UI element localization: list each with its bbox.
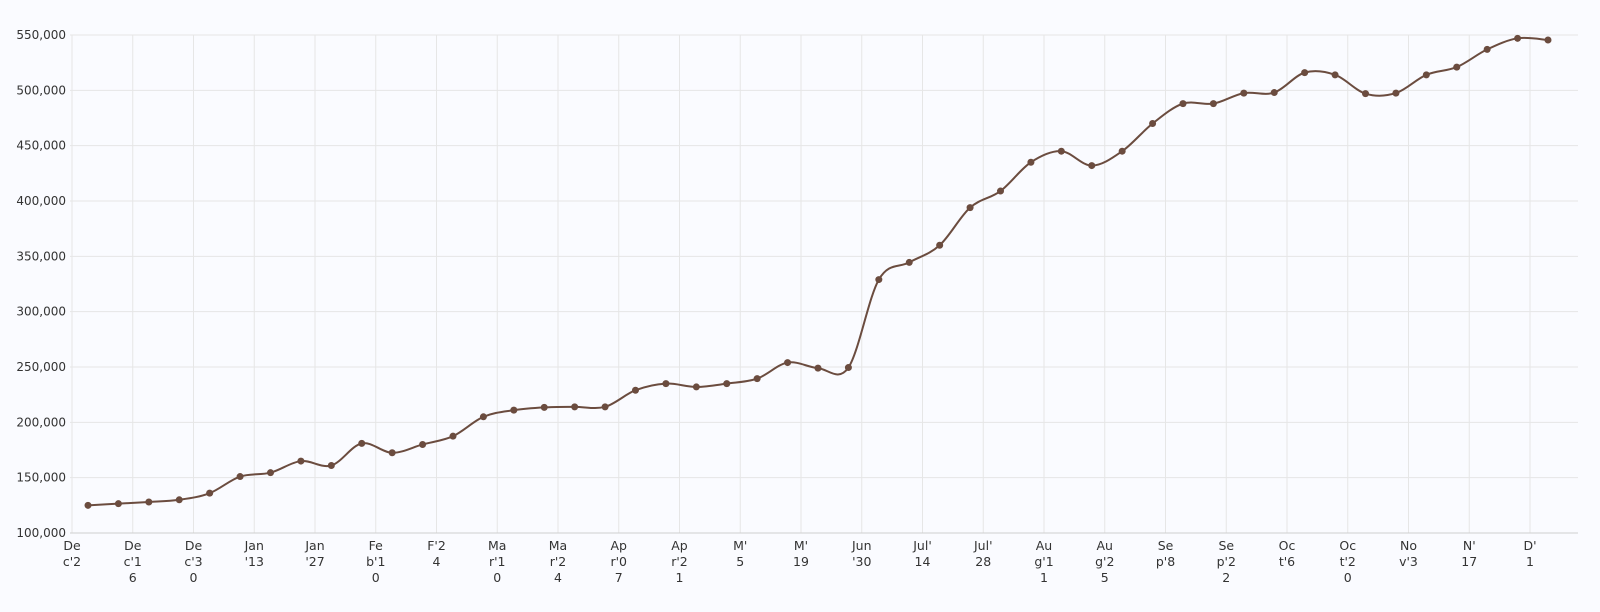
data-point: [206, 489, 214, 497]
x-tick-label: M' 19: [793, 538, 809, 569]
data-point: [844, 364, 852, 372]
data-point: [1057, 147, 1065, 155]
data-point: [1392, 89, 1400, 97]
data-point: [388, 449, 396, 457]
x-tick-label: Fe b'1 0: [366, 538, 385, 585]
data-point: [936, 241, 944, 249]
x-tick-label: Ma r'2 4: [549, 538, 567, 585]
x-tick-label: De c'3 0: [184, 538, 202, 585]
data-point: [1149, 120, 1157, 128]
data-point: [114, 500, 122, 508]
data-point: [1118, 147, 1126, 155]
data-point: [1422, 71, 1430, 79]
x-tick-label: Jul' 28: [973, 538, 993, 569]
data-point: [997, 187, 1004, 195]
x-tick-label: Jun '30: [851, 538, 872, 569]
y-tick-label: 300,000: [16, 305, 66, 319]
y-tick-label: 500,000: [16, 83, 66, 97]
y-tick-label: 100,000: [16, 526, 66, 540]
data-point: [1209, 100, 1217, 108]
data-point: [601, 403, 609, 411]
x-axis-ticks: De c'2 De c'1 6 De c'3 0 Jan '13 Jan '27 Fe b'1 0 F'2 4 M…: [63, 538, 1537, 585]
data-point: [419, 440, 427, 448]
data-point: [1027, 158, 1035, 166]
data-point: [267, 469, 274, 477]
x-tick-label: Oc t'2 0: [1339, 538, 1356, 585]
data-point: [814, 364, 822, 372]
x-tick-label: Ma r'1 0: [488, 538, 506, 585]
data-points: [84, 34, 1552, 509]
series-line: [87, 36, 1549, 507]
y-tick-label: 550,000: [16, 28, 66, 42]
data-point: [1179, 100, 1187, 108]
x-tick-label: Jan '27: [304, 538, 324, 569]
data-point: [1544, 36, 1552, 44]
x-tick-label: Au g'2 5: [1095, 538, 1114, 585]
data-point: [327, 461, 335, 469]
data-point: [1270, 89, 1278, 97]
y-tick-label: 250,000: [16, 360, 66, 374]
data-point: [297, 457, 305, 465]
y-tick-label: 400,000: [16, 194, 66, 208]
data-point: [449, 432, 457, 440]
data-point: [175, 496, 183, 504]
data-point: [1331, 71, 1339, 79]
data-point: [1514, 34, 1522, 42]
data-point: [510, 406, 518, 414]
data-point: [1088, 162, 1096, 170]
x-tick-label: De c'1 6: [124, 538, 142, 585]
data-point: [540, 403, 548, 411]
y-tick-label: 200,000: [16, 415, 66, 429]
x-tick-label: M' 5: [733, 538, 747, 569]
y-tick-label: 450,000: [16, 139, 66, 153]
y-axis-ticks: 100,000 150,000 200,000 250,000 300,000 350,0…: [16, 28, 66, 540]
data-point: [692, 383, 700, 391]
data-point: [571, 403, 579, 411]
x-tick-label: D' 1: [1523, 538, 1536, 569]
y-tick-label: 150,000: [16, 471, 66, 485]
x-tick-label: De c'2: [63, 538, 81, 569]
x-tick-label: Se p'2 2: [1217, 538, 1236, 585]
x-tick-label: Se p'8: [1156, 538, 1175, 569]
x-tick-label: Oc t'6: [1279, 538, 1296, 569]
x-tick-label: Jan '13: [244, 538, 264, 569]
data-point: [966, 204, 974, 212]
data-point: [1483, 45, 1491, 53]
data-point: [723, 380, 731, 388]
data-point: [1362, 90, 1369, 98]
data-point: [1301, 69, 1309, 77]
data-point: [236, 473, 244, 481]
data-point: [479, 413, 487, 421]
data-point: [632, 386, 639, 394]
data-point: [753, 375, 761, 383]
data-point: [1453, 63, 1461, 71]
data-point: [145, 498, 153, 506]
x-tick-label: Ap r'2 1: [671, 538, 688, 585]
x-tick-label: Ap r'0 7: [610, 538, 627, 585]
x-tick-label: Au g'1 1: [1034, 538, 1053, 585]
x-tick-label: Jul' 14: [912, 538, 932, 569]
x-tick-label: F'2 4: [427, 538, 446, 569]
data-point: [784, 359, 792, 367]
x-tick-label: No v'3: [1399, 538, 1418, 569]
y-tick-label: 350,000: [16, 249, 66, 263]
data-point: [662, 380, 670, 388]
gridlines: [70, 34, 1578, 534]
data-point: [875, 276, 883, 284]
data-point: [358, 439, 366, 447]
data-point: [905, 258, 913, 266]
data-point: [1240, 89, 1248, 97]
data-point: [84, 501, 92, 509]
x-tick-label: N' 17: [1461, 538, 1477, 569]
